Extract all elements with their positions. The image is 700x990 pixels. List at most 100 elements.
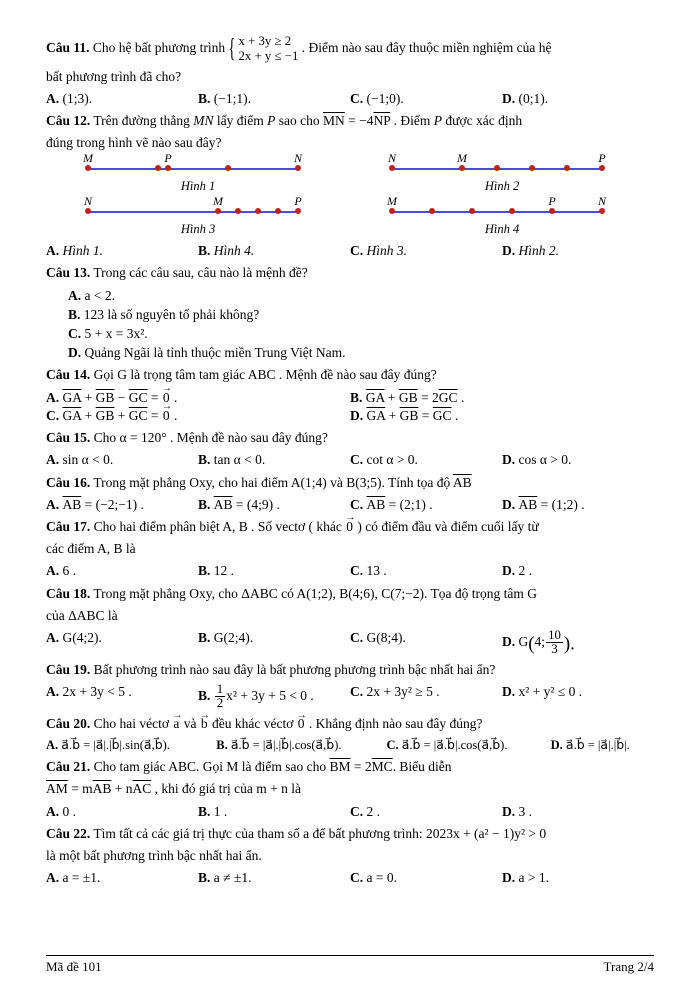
q18-optB: B. G(2;4). xyxy=(198,629,350,657)
q18-optC: C. G(8;4). xyxy=(350,629,502,657)
q12-options: A. Hình 1. B. Hình 4. C. Hình 3. D. Hình… xyxy=(46,242,654,260)
q13-optB: B. 123 là số nguyên tố phải không? xyxy=(68,306,654,324)
q19-label: Câu 19. xyxy=(46,662,90,677)
q22-optC: C. a = 0. xyxy=(350,869,502,887)
q18-line2: của ΔABC là xyxy=(46,607,654,625)
q11-label: Câu 11. xyxy=(46,40,90,55)
q21-optA: A. 0 . xyxy=(46,803,198,821)
question-22: Câu 22. Tìm tất cả các giá trị thực của … xyxy=(46,825,654,843)
q20-optA: A. a⃗.b⃗ = |a⃗|.|b⃗|.sin(a⃗,b⃗). xyxy=(46,737,216,754)
q19-optA: A. 2x + 3y < 5 . xyxy=(46,683,198,711)
q12-label: Câu 12. xyxy=(46,113,90,128)
q12-optA: A. Hình 1. xyxy=(46,242,198,260)
q21-label: Câu 21. xyxy=(46,759,90,774)
q13-label: Câu 13. xyxy=(46,265,90,280)
q11-optA: A. (1;3). xyxy=(46,90,198,108)
q11-t2: . Điểm nào sau đây thuộc miền nghiệm của… xyxy=(302,40,552,55)
q17-line2: các điểm A, B là xyxy=(46,540,654,558)
q21-optC: C. 2 . xyxy=(350,803,502,821)
q18-optD: D. G(4;103). xyxy=(502,629,654,657)
q14-optB: B. GA + GB = 2GC . xyxy=(350,389,654,407)
q17-label: Câu 17. xyxy=(46,519,90,534)
q22-options: A. a = ±1. B. a ≠ ±1. C. a = 0. D. a > 1… xyxy=(46,869,654,887)
footer-left: Mã đề 101 xyxy=(46,958,102,976)
q16-optC: C. AB = (2;1) . xyxy=(350,496,502,514)
q12-figrow1: MPN Hình 1 NMP Hình 2 xyxy=(46,156,654,195)
q16-optB: B. AB = (4;9) . xyxy=(198,496,350,514)
question-20: Câu 20. Cho hai véctơ a và b đều khác vé… xyxy=(46,715,654,733)
q19-optC: C. 2x + 3y² ≥ 5 . xyxy=(350,683,502,711)
q20-optD: D. a⃗.b⃗ = |a⃗|.|b⃗|. xyxy=(551,737,654,754)
q11-optB: B. (−1;1). xyxy=(198,90,350,108)
q17-optD: D. 2 . xyxy=(502,562,654,580)
footer-right: Trang 2/4 xyxy=(604,958,654,976)
question-12: Câu 12. Trên đường thẳng MN lấy điểm P s… xyxy=(46,112,654,130)
question-19: Câu 19. Bất phương trình nào sau đây là … xyxy=(46,661,654,679)
q12-optD: D. Hình 2. xyxy=(502,242,654,260)
q13-optC: C. 5 + x = 3x². xyxy=(68,325,654,343)
q17-optC: C. 13 . xyxy=(350,562,502,580)
q22-optD: D. a > 1. xyxy=(502,869,654,887)
q14-options: A. GA + GB − GC = 0 . B. GA + GB = 2GC .… xyxy=(46,389,654,425)
fig1: MPN Hình 1 xyxy=(61,156,335,195)
question-13: Câu 13. Trong các câu sau, câu nào là mệ… xyxy=(46,264,654,282)
q12-figrow2: NMP Hình 3 MPN Hình 4 xyxy=(46,199,654,238)
q12-line2: đúng trong hình vẽ nào sau đây? xyxy=(46,134,654,152)
q12-optC: C. Hình 3. xyxy=(350,242,502,260)
q21-optB: B. 1 . xyxy=(198,803,350,821)
q18-optA: A. G(4;2). xyxy=(46,629,198,657)
q15-options: A. sin α < 0. B. tan α < 0. C. cot α > 0… xyxy=(46,451,654,469)
q22-line2: là một bất phương trình bậc nhất hai ẩn. xyxy=(46,847,654,865)
q19-optD: D. x² + y² ≤ 0 . xyxy=(502,683,654,711)
q11-system: x + 3y ≥ 2 2x + y ≤ −1 xyxy=(228,34,298,64)
question-17: Câu 17. Cho hai điểm phân biệt A, B . Số… xyxy=(46,518,654,536)
q11-t1: Cho hệ bất phương trình xyxy=(93,40,229,55)
q12-optB: B. Hình 4. xyxy=(198,242,350,260)
question-11: Câu 11. Cho hệ bất phương trình x + 3y ≥… xyxy=(46,34,654,64)
q14-label: Câu 14. xyxy=(46,367,90,382)
q21-optD: D. 3 . xyxy=(502,803,654,821)
q20-optC: C. a⃗.b⃗ = |a⃗.b⃗|.cos(a⃗,b⃗). xyxy=(386,737,550,754)
q18-options: A. G(4;2). B. G(2;4). C. G(8;4). D. G(4;… xyxy=(46,629,654,657)
q15-optA: A. sin α < 0. xyxy=(46,451,198,469)
q21-options: A. 0 . B. 1 . C. 2 . D. 3 . xyxy=(46,803,654,821)
q17-options: A. 6 . B. 12 . C. 13 . D. 2 . xyxy=(46,562,654,580)
q11-optC: C. (−1;0). xyxy=(350,90,502,108)
q14-optC: C. GA + GB + GC = 0 . xyxy=(46,407,350,425)
question-18: Câu 18. Trong mặt phẳng Oxy, cho ΔABC có… xyxy=(46,585,654,603)
q19-options: A. 2x + 3y < 5 . B. 12x² + 3y + 5 < 0 . … xyxy=(46,683,654,711)
q17-optA: A. 6 . xyxy=(46,562,198,580)
q16-optA: A. AB = (−2;−1) . xyxy=(46,496,198,514)
q14-optA: A. GA + GB − GC = 0 . xyxy=(46,389,350,407)
q11-line2: bất phương trình đã cho? xyxy=(46,68,654,86)
q11-optD: D. (0;1). xyxy=(502,90,654,108)
q20-optB: B. a⃗.b⃗ = |a⃗|.|b⃗|.cos(a⃗,b⃗). xyxy=(216,737,386,754)
q16-label: Câu 16. xyxy=(46,475,90,490)
question-21: Câu 21. Cho tam giác ABC. Gọi M là điểm … xyxy=(46,758,654,776)
q15-optC: C. cot α > 0. xyxy=(350,451,502,469)
fig4: MPN Hình 4 xyxy=(365,199,639,238)
q16-optD: D. AB = (1;2) . xyxy=(502,496,654,514)
q15-optB: B. tan α < 0. xyxy=(198,451,350,469)
question-16: Câu 16. Trong mặt phẳng Oxy, cho hai điể… xyxy=(46,474,654,492)
q22-optA: A. a = ±1. xyxy=(46,869,198,887)
q20-options: A. a⃗.b⃗ = |a⃗|.|b⃗|.sin(a⃗,b⃗). B. a⃗.b… xyxy=(46,737,654,754)
page-footer: Mã đề 101 Trang 2/4 xyxy=(46,955,654,976)
q13-optD: D. Quảng Ngãi là tỉnh thuộc miền Trung V… xyxy=(68,344,654,362)
q13-optA: A. a < 2. xyxy=(68,287,654,305)
q17-optB: B. 12 . xyxy=(198,562,350,580)
question-14: Câu 14. Gọi G là trọng tâm tam giác ABC … xyxy=(46,366,654,384)
q14-optD: D. GA + GB = GC . xyxy=(350,407,654,425)
q13-options: A. a < 2. B. 123 là số nguyên tố phải kh… xyxy=(68,287,654,363)
fig2: NMP Hình 2 xyxy=(365,156,639,195)
question-15: Câu 15. Cho α = 120° . Mệnh đề nào sau đ… xyxy=(46,429,654,447)
q11-options: A. (1;3). B. (−1;1). C. (−1;0). D. (0;1)… xyxy=(46,90,654,108)
q20-label: Câu 20. xyxy=(46,716,90,731)
q22-optB: B. a ≠ ±1. xyxy=(198,869,350,887)
q18-label: Câu 18. xyxy=(46,586,90,601)
q22-label: Câu 22. xyxy=(46,826,90,841)
q15-label: Câu 15. xyxy=(46,430,90,445)
q21-line2: AM = mAB + nAC , khi đó giá trị của m + … xyxy=(46,780,654,798)
q19-optB: B. 12x² + 3y + 5 < 0 . xyxy=(198,683,350,711)
fig3: NMP Hình 3 xyxy=(61,199,335,238)
